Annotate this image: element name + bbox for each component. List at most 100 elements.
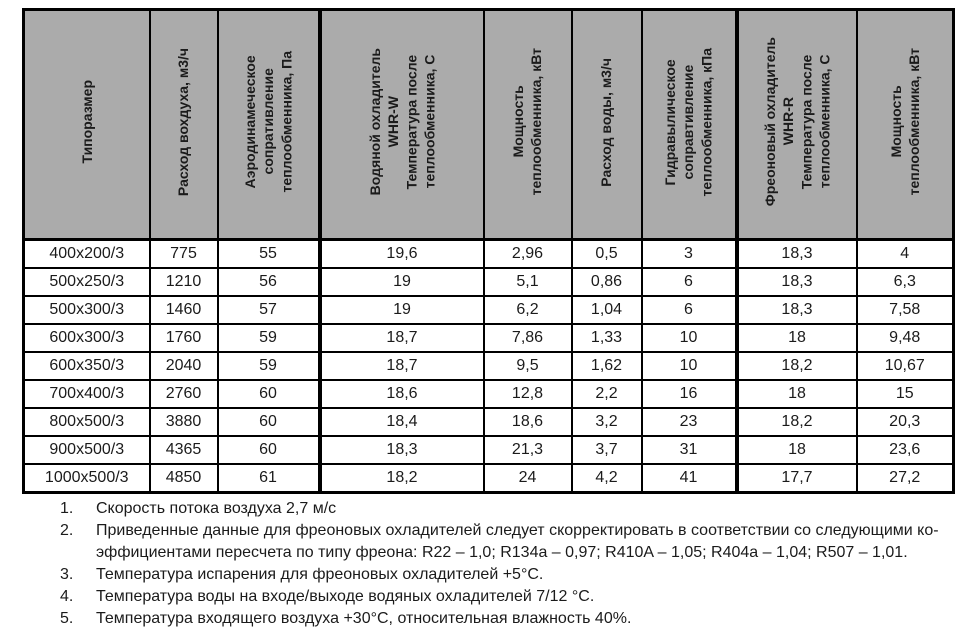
footnote-number: 3. [60,566,74,583]
value-cell: 18,3 [735,267,858,297]
typesize-cell: 700x400/3 [22,379,151,409]
column-header-5: Мощность теплообменника, кВт [482,8,573,241]
value-cell: 19,6 [318,238,485,269]
footnotes-list: 1. Скорость потока воздуха 2,7 м/с 2. Приве… [60,498,940,630]
typesize-cell: 900x500/3 [22,435,151,465]
table-header: Типоразмер Расход вохдуха, м3/ч Аэродинаме… [22,8,955,241]
column-header-label: Водяной охладитель WHR-W Температура пос… [366,48,438,196]
column-header-4: Водяной охладитель WHR-W Температура пос… [318,8,485,241]
value-cell: 10 [640,351,739,381]
value-cell: 17,7 [735,463,858,494]
value-cell: 18 [735,379,858,409]
table-row: 700x400/3 2760 60 18,6 12,8 2,2 16 18 15 [22,379,955,409]
value-cell: 18,3 [735,238,858,269]
footnote-item: 2. Приведенные данные для фреоновых охлад… [60,520,940,564]
value-cell: 775 [148,238,219,269]
value-cell: 60 [216,435,322,465]
typesize-cell: 800x500/3 [22,407,151,437]
typesize-cell: 400x200/3 [22,238,151,269]
column-header-8: Фреоновый охладитель WHR-R Температура п… [735,8,858,241]
footnote-number: 1. [60,500,74,517]
value-cell: 18,3 [318,435,485,465]
table-row: 500x300/3 1460 57 19 6,2 1,04 6 18,3 7,58 [22,295,955,325]
value-cell: 5,1 [482,267,573,297]
value-cell: 10,67 [855,351,955,381]
value-cell: 18,7 [318,351,485,381]
column-header-label: Расход воды, м3/ч [598,57,615,187]
typesize-cell: 600x300/3 [22,323,151,353]
footnote-item: 5. Температура входящего воздуха +30°С, о… [60,608,940,630]
heat-exchanger-spec-table: Типоразмер Расход вохдуха, м3/ч Аэродинаме… [22,8,955,494]
typesize-cell: 1000x500/3 [22,463,151,494]
column-header-2: Расход вохдуха, м3/ч [148,8,219,241]
value-cell: 4 [855,238,955,269]
value-cell: 0,5 [570,238,643,269]
value-cell: 20,3 [855,407,955,437]
value-cell: 16 [640,379,739,409]
value-cell: 31 [640,435,739,465]
footnote-number: 2. [60,522,74,539]
value-cell: 18,6 [318,379,485,409]
value-cell: 1,33 [570,323,643,353]
column-header-label: Типоразмер [78,80,95,164]
value-cell: 2,96 [482,238,573,269]
column-header-label: Аэродинамеческое сопративление теплообме… [241,51,295,193]
column-header-7: Гидравылическое соправтивление теплообме… [640,8,739,241]
table-row: 900x500/3 4365 60 18,3 21,3 3,7 31 18 23,6 [22,435,955,465]
footnote-text: Температура входящего воздуха +30°С, отн… [96,610,632,627]
value-cell: 19 [318,295,485,325]
value-cell: 6,2 [482,295,573,325]
footnote-item: 3. Температура испарения для фреоновых ох… [60,564,940,586]
value-cell: 18,6 [482,407,573,437]
value-cell: 23 [640,407,739,437]
column-header-label: Мощность теплообменника, кВт [510,48,545,196]
value-cell: 6 [640,295,739,325]
footnote-number: 4. [60,588,74,605]
column-header-label: Расход вохдуха, м3/ч [175,47,192,197]
value-cell: 1,62 [570,351,643,381]
table-header-row: Типоразмер Расход вохдуха, м3/ч Аэродинаме… [22,8,955,241]
column-header-9: Мощность теплообменника, кВт [855,8,955,241]
column-header-6: Расход воды, м3/ч [570,8,643,241]
value-cell: 2,2 [570,379,643,409]
typesize-cell: 500x250/3 [22,267,151,297]
footnote-text: Скорость потока воздуха 2,7 м/с [96,500,337,517]
typesize-cell: 500x300/3 [22,295,151,325]
footnote-item: 1. Скорость потока воздуха 2,7 м/с [60,498,940,520]
value-cell: 18,2 [735,351,858,381]
value-cell: 9,48 [855,323,955,353]
table-row: 500x250/3 1210 56 19 5,1 0,86 6 18,3 6,3 [22,267,955,297]
column-header-1: Типоразмер [22,8,151,241]
value-cell: 18,3 [735,295,858,325]
value-cell: 41 [640,463,739,494]
value-cell: 2760 [148,379,219,409]
value-cell: 12,8 [482,379,573,409]
value-cell: 59 [216,351,322,381]
table-row: 600x300/3 1760 59 18,7 7,86 1,33 10 18 9,48 [22,323,955,353]
value-cell: 1460 [148,295,219,325]
value-cell: 4365 [148,435,219,465]
table-row: 1000x500/3 4850 61 18,2 24 4,2 41 17,7 27,2 [22,463,955,494]
typesize-cell: 600x350/3 [22,351,151,381]
value-cell: 3 [640,238,739,269]
value-cell: 60 [216,379,322,409]
footnote-text: Приведенные данные для фреоновых охладит… [96,522,939,561]
value-cell: 56 [216,267,322,297]
value-cell: 3,7 [570,435,643,465]
value-cell: 1210 [148,267,219,297]
column-header-label: Гидравылическое соправтивление теплообме… [662,47,715,197]
value-cell: 61 [216,463,322,494]
value-cell: 18,2 [735,407,858,437]
value-cell: 1,04 [570,295,643,325]
table-row: 400x200/3 775 55 19,6 2,96 0,5 3 18,3 4 [22,238,955,269]
value-cell: 4,2 [570,463,643,494]
value-cell: 60 [216,407,322,437]
value-cell: 18,7 [318,323,485,353]
footnote-text: Температура испарения для фреоновых охла… [96,566,544,583]
footnote-text: Температура воды на входе/выходе водяных… [96,588,595,605]
column-header-label: Мощность теплообменника, кВт [887,48,922,196]
value-cell: 7,58 [855,295,955,325]
value-cell: 55 [216,238,322,269]
value-cell: 4850 [148,463,219,494]
